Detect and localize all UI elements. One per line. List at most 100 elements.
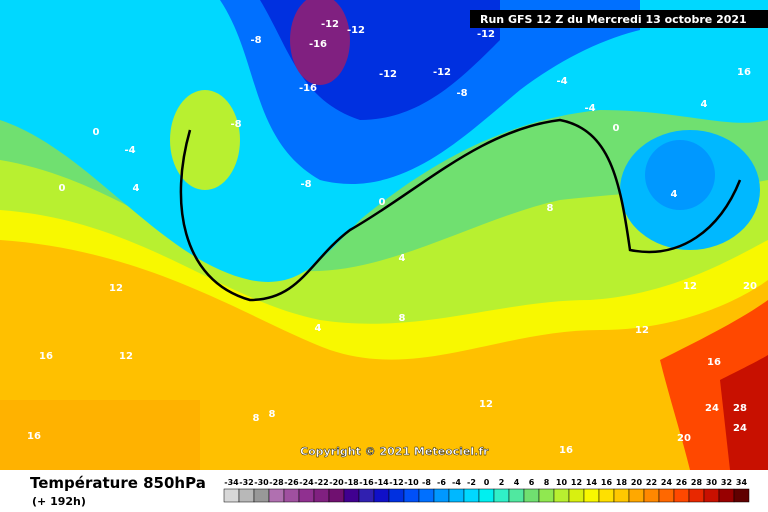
scale-label: 18 xyxy=(616,478,628,487)
scale-swatch xyxy=(328,488,345,503)
contour-label: -12 xyxy=(433,67,451,78)
scale-label: 24 xyxy=(661,478,673,487)
contour-label: -4 xyxy=(124,145,135,156)
contour-label: -4 xyxy=(584,103,595,114)
color-scale: -34 -32 -30 -28 -26 -24 -22 -20 -18 -16 -14 -12 -10-… xyxy=(223,478,750,503)
footer-range: (+ 192h) xyxy=(32,495,86,508)
contour-label: 12 xyxy=(109,283,123,294)
scale-swatch xyxy=(628,488,645,503)
scale-swatch xyxy=(538,488,555,503)
contour-label: -8 xyxy=(230,119,241,130)
contour-labels: -12 -16 -12 -8 -16 -12 -12 -8 -4 -8 -12 … xyxy=(27,19,757,456)
scale-label: -4 xyxy=(452,478,461,487)
scale-label: 16 xyxy=(601,478,613,487)
contour-label: 0 xyxy=(379,197,386,208)
scale-swatch xyxy=(298,488,315,503)
contour-label: 0 xyxy=(93,127,100,138)
scale-swatch xyxy=(403,488,420,503)
scale-label: -32 xyxy=(239,478,253,487)
scale-swatch xyxy=(313,488,330,503)
forecast-time: 14:00 locale xyxy=(16,33,153,57)
scale-swatch xyxy=(568,488,585,503)
scale-label: -2 xyxy=(467,478,476,487)
contour-label: 8 xyxy=(399,313,406,324)
scale-swatch xyxy=(268,488,285,503)
scale-swatch xyxy=(358,488,375,503)
scale-label: 14 xyxy=(586,478,598,487)
scale-label: 20 xyxy=(631,478,643,487)
scale-swatch xyxy=(553,488,570,503)
scale-label: 0 xyxy=(484,478,490,487)
scale-swatch xyxy=(733,488,750,503)
contour-label: 8 xyxy=(547,203,554,214)
contour-label: 16 xyxy=(559,445,573,456)
scale-label: -34 xyxy=(224,478,239,487)
run-info: Run GFS 12 Z du Mercredi 13 octobre 2021 xyxy=(480,13,747,26)
scale-label: -28 xyxy=(269,478,284,487)
scale-label: 26 xyxy=(676,478,688,487)
scale-swatch xyxy=(433,488,450,503)
contour-label: 4 xyxy=(701,99,708,110)
contour-label: 16 xyxy=(39,351,53,362)
scale-swatch xyxy=(478,488,495,503)
run-banner xyxy=(470,10,768,28)
scale-swatch xyxy=(718,488,735,503)
scale-label: -26 xyxy=(284,478,299,487)
scale-swatch xyxy=(388,488,405,503)
scale-label: 28 xyxy=(691,478,703,487)
scale-label: -20 xyxy=(329,478,344,487)
scale-label: 2 xyxy=(499,478,505,487)
scale-label: 6 xyxy=(529,478,535,487)
temperature-field xyxy=(0,0,768,470)
contour-label: 20 xyxy=(743,281,757,292)
scale-label: 34 xyxy=(736,478,748,487)
scale-swatch xyxy=(673,488,690,503)
scale-swatch xyxy=(343,488,360,503)
contour-label: -8 xyxy=(300,179,311,190)
scale-label: 30 xyxy=(706,478,718,487)
scale-label: -22 xyxy=(314,478,328,487)
contour-label: 8 xyxy=(269,409,276,420)
contour-label: -16 xyxy=(309,39,327,50)
scale-swatch xyxy=(598,488,615,503)
contour-label: 4 xyxy=(399,253,406,264)
scale-label: 4 xyxy=(514,478,520,487)
contour-label: 12 xyxy=(479,399,493,410)
scale-label: -6 xyxy=(437,478,446,487)
scale-swatch xyxy=(448,488,465,503)
scale-swatch xyxy=(508,488,525,503)
scale-swatch xyxy=(283,488,300,503)
contour-label: 24 xyxy=(705,403,719,414)
scale-label: 32 xyxy=(721,478,732,487)
contour-label: 20 xyxy=(677,433,691,444)
scale-label: -12 xyxy=(389,478,403,487)
contour-label: 0 xyxy=(613,123,620,134)
scale-swatch xyxy=(373,488,390,503)
scale-swatch xyxy=(493,488,510,503)
contour-label: 16 xyxy=(707,357,721,368)
contour-label: 12 xyxy=(119,351,133,362)
footer-title: Température 850hPa xyxy=(30,474,206,492)
scale-label: 12 xyxy=(571,478,582,487)
contour-label: -12 xyxy=(379,69,397,80)
contour-label: 24 xyxy=(733,423,747,434)
scale-label: -24 xyxy=(299,478,314,487)
scale-swatch xyxy=(688,488,705,503)
contour-label: -12 xyxy=(347,25,365,36)
contour-label: 16 xyxy=(737,67,751,78)
contour-label: 4 xyxy=(671,189,678,200)
contour-label: 12 xyxy=(635,325,649,336)
scale-swatch xyxy=(238,488,255,503)
scale-swatch xyxy=(418,488,435,503)
contour-label: 4 xyxy=(133,183,140,194)
scale-label: -18 xyxy=(344,478,359,487)
contour-label: 16 xyxy=(27,431,41,442)
contour-label: -16 xyxy=(299,83,317,94)
contour-label: -4 xyxy=(556,76,567,87)
zero-isotherm xyxy=(179,118,742,302)
scale-swatch xyxy=(253,488,270,503)
contour-label: -12 xyxy=(477,29,495,40)
scale-label: 10 xyxy=(556,478,568,487)
scale-swatch xyxy=(583,488,600,503)
